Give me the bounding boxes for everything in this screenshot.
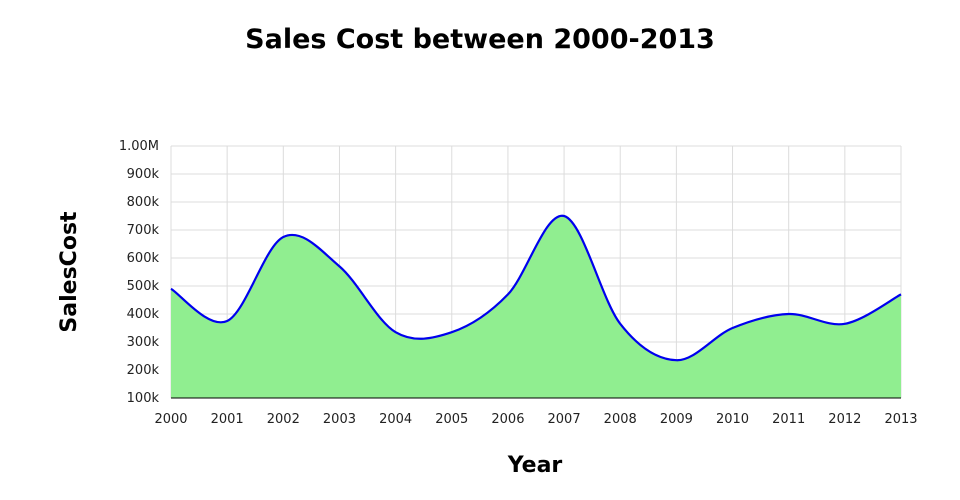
- chart-title: Sales Cost between 2000-2013: [245, 24, 715, 55]
- x-tick-label: 2005: [435, 412, 468, 427]
- y-axis-title: SalesCost: [57, 211, 82, 333]
- y-tick-label: 600k: [127, 251, 160, 266]
- x-tick-label: 2009: [660, 412, 693, 427]
- x-axis-title: Year: [507, 453, 563, 478]
- y-tick-label: 900k: [127, 167, 160, 182]
- series-line: [170, 214, 902, 362]
- area-fill-layer: [171, 215, 901, 398]
- x-axis-ticks: 2000 2001 2002 2003 2004 2005 2006 2007 2008 2009…: [154, 412, 917, 427]
- y-tick-label: 700k: [127, 223, 160, 238]
- x-tick-label: 2007: [548, 412, 581, 427]
- x-tick-label: 2008: [604, 412, 637, 427]
- x-tick-label: 2004: [379, 412, 412, 427]
- x-tick-label: 2013: [884, 412, 917, 427]
- series-area-fill: [171, 215, 901, 398]
- y-tick-label: 300k: [127, 335, 160, 350]
- x-tick-label: 2003: [323, 412, 356, 427]
- y-tick-label: 400k: [127, 307, 160, 322]
- x-tick-label: 2001: [211, 412, 244, 427]
- x-tick-label: 2006: [491, 412, 524, 427]
- y-tick-label: 200k: [127, 363, 160, 378]
- y-tick-label: 800k: [127, 195, 160, 210]
- y-tick-label: 500k: [127, 279, 160, 294]
- x-tick-label: 2000: [154, 412, 187, 427]
- x-tick-label: 2002: [267, 412, 300, 427]
- y-tick-label: 100k: [127, 391, 160, 406]
- x-tick-label: 2011: [772, 412, 805, 427]
- series-line-layer: [170, 214, 902, 362]
- y-tick-label: 1.00M: [119, 139, 159, 154]
- y-axis-ticks: 100k 200k 300k 400k 500k 600k 700k 800k 900k 1.00…: [119, 139, 160, 406]
- x-tick-label: 2010: [716, 412, 749, 427]
- x-tick-label: 2012: [828, 412, 861, 427]
